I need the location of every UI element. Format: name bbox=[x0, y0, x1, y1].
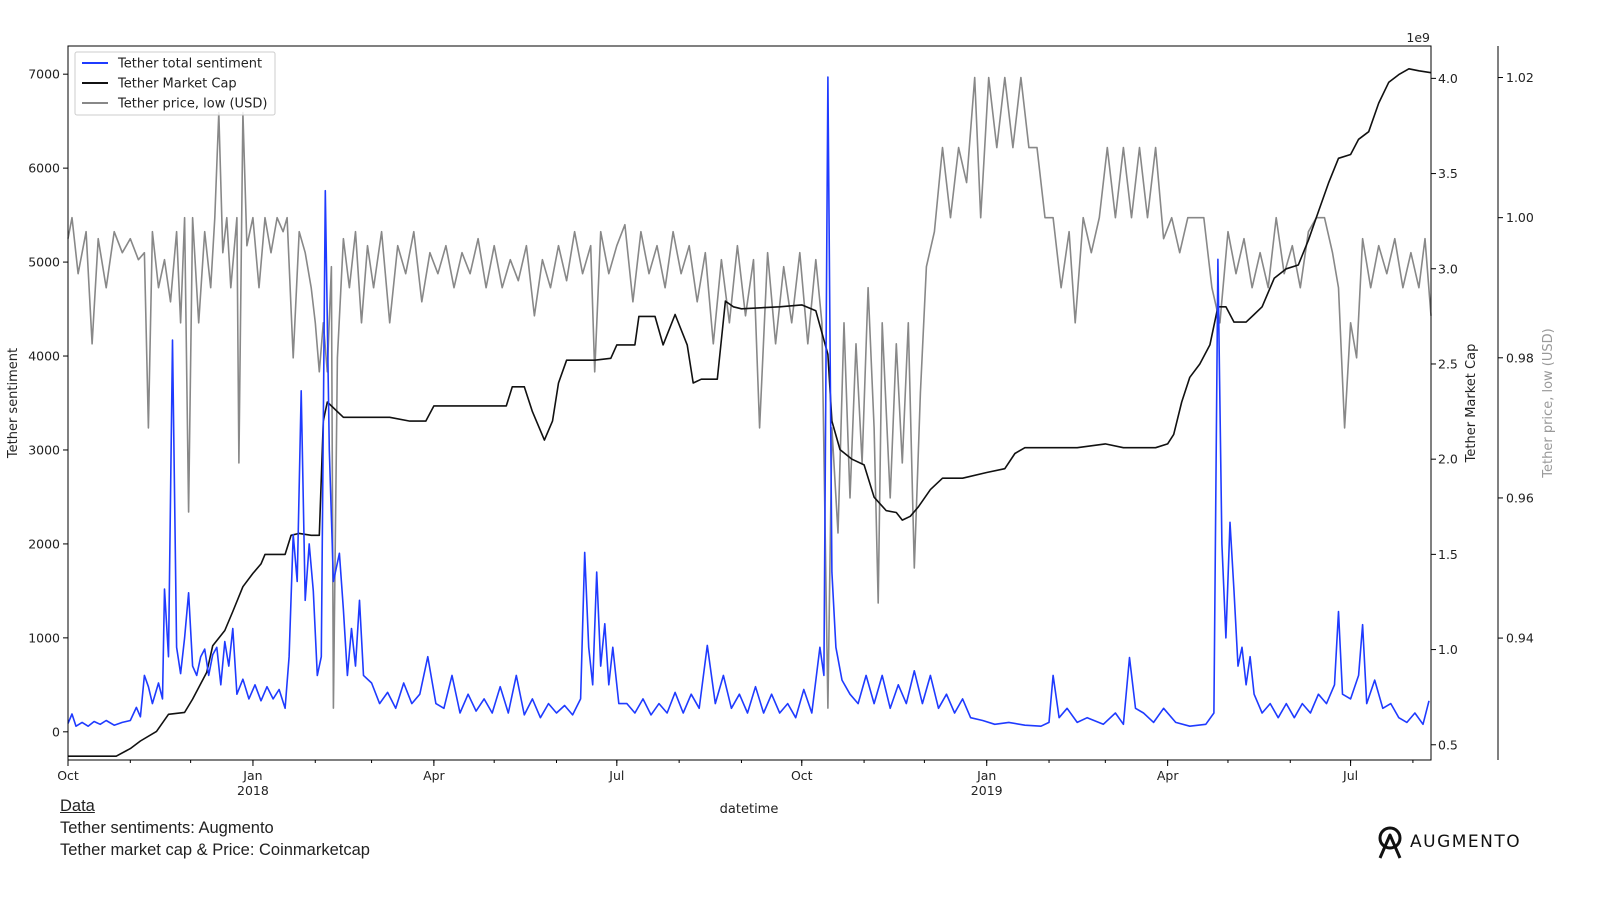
series-line-tether-total-sentiment bbox=[67, 76, 1430, 728]
y-left-tick-label: 5000 bbox=[28, 255, 60, 270]
x-tick-label: Jul bbox=[608, 768, 624, 783]
y-marketcap-tick-label: 0.5 bbox=[1438, 737, 1458, 752]
augmento-logo-icon bbox=[1378, 826, 1402, 859]
y-axis-price: 0.94 0.96 0.98 1.00 1.02 bbox=[1497, 46, 1534, 760]
series-line-tether-price-low-usd bbox=[67, 76, 1432, 709]
y-axis-market-cap-offset: 1e9 bbox=[1406, 30, 1430, 45]
y-left-tick-label: 1000 bbox=[28, 630, 60, 645]
legend-label: Tether total sentiment bbox=[117, 57, 262, 72]
y-price-tick-label: 1.00 bbox=[1506, 210, 1534, 225]
y-axis-left-label: Tether sentiment bbox=[6, 348, 21, 459]
plot-series bbox=[67, 68, 1432, 758]
series-line-tether-market-cap bbox=[68, 68, 1432, 758]
x-tick-label: Jan bbox=[242, 768, 262, 783]
x-tick-label: Jan bbox=[976, 768, 996, 783]
y-price-tick-label: 0.98 bbox=[1506, 350, 1534, 365]
x-axis-label: datetime bbox=[720, 802, 779, 817]
plot-frame bbox=[67, 45, 1432, 761]
credits-header: Data bbox=[60, 797, 95, 815]
y-left-tick-label: 7000 bbox=[28, 67, 60, 82]
legend: Tether total sentiment Tether Market Cap T… bbox=[74, 51, 276, 116]
legend-label: Tether price, low (USD) bbox=[117, 97, 267, 112]
y-left-tick-label: 6000 bbox=[28, 161, 60, 176]
y-left-tick-label: 3000 bbox=[28, 442, 60, 457]
legend-label: Tether Market Cap bbox=[117, 77, 237, 92]
y-price-tick-label: 0.96 bbox=[1506, 490, 1534, 505]
y-marketcap-tick-label: 2.0 bbox=[1438, 452, 1458, 467]
y-left-tick-label: 2000 bbox=[28, 536, 60, 551]
x-tick-label: Jul bbox=[1342, 768, 1358, 783]
y-marketcap-tick-label: 1.5 bbox=[1438, 547, 1458, 562]
y-marketcap-tick-label: 3.5 bbox=[1438, 166, 1458, 181]
x-tick-label: Apr bbox=[1157, 768, 1179, 783]
y-price-tick-label: 1.02 bbox=[1506, 70, 1534, 85]
x-tick-year-label: 2018 bbox=[237, 783, 269, 798]
legend-box bbox=[74, 51, 276, 116]
credits-line-sentiment: Tether sentiments: Augmento bbox=[60, 819, 274, 837]
y-marketcap-tick-label: 3.0 bbox=[1438, 261, 1458, 276]
y-axis-market-cap-label: Tether Market Cap bbox=[1464, 344, 1479, 464]
data-credits: Data Tether sentiments: Augmento Tether … bbox=[60, 795, 370, 861]
y-marketcap-tick-label: 4.0 bbox=[1438, 71, 1458, 86]
y-left-tick-label: 0 bbox=[52, 724, 60, 739]
y-price-tick-label: 0.94 bbox=[1506, 631, 1534, 646]
brand-logo: AUGMENTO bbox=[1376, 824, 1521, 860]
x-tick-label: Oct bbox=[791, 768, 813, 783]
y-marketcap-tick-label: 1.0 bbox=[1438, 642, 1458, 657]
credits-line-marketcap: Tether market cap & Price: Coinmarketcap bbox=[60, 841, 370, 859]
x-tick-label: Oct bbox=[57, 768, 79, 783]
y-left-tick-label: 4000 bbox=[28, 349, 60, 364]
y-marketcap-tick-label: 2.5 bbox=[1438, 356, 1458, 371]
y-axis-price-label: Tether price, low (USD) bbox=[1541, 328, 1556, 478]
y-axis-left: 0 1000 2000 3000 4000 5000 6000 7000 bbox=[28, 67, 68, 739]
y-axis-market-cap: 0.5 1.0 1.5 2.0 2.5 3.0 3.5 4.0 bbox=[1431, 71, 1458, 752]
x-tick-label: Apr bbox=[423, 768, 445, 783]
x-tick-year-label: 2019 bbox=[971, 783, 1003, 798]
brand-name: AUGMENTO bbox=[1410, 832, 1522, 852]
